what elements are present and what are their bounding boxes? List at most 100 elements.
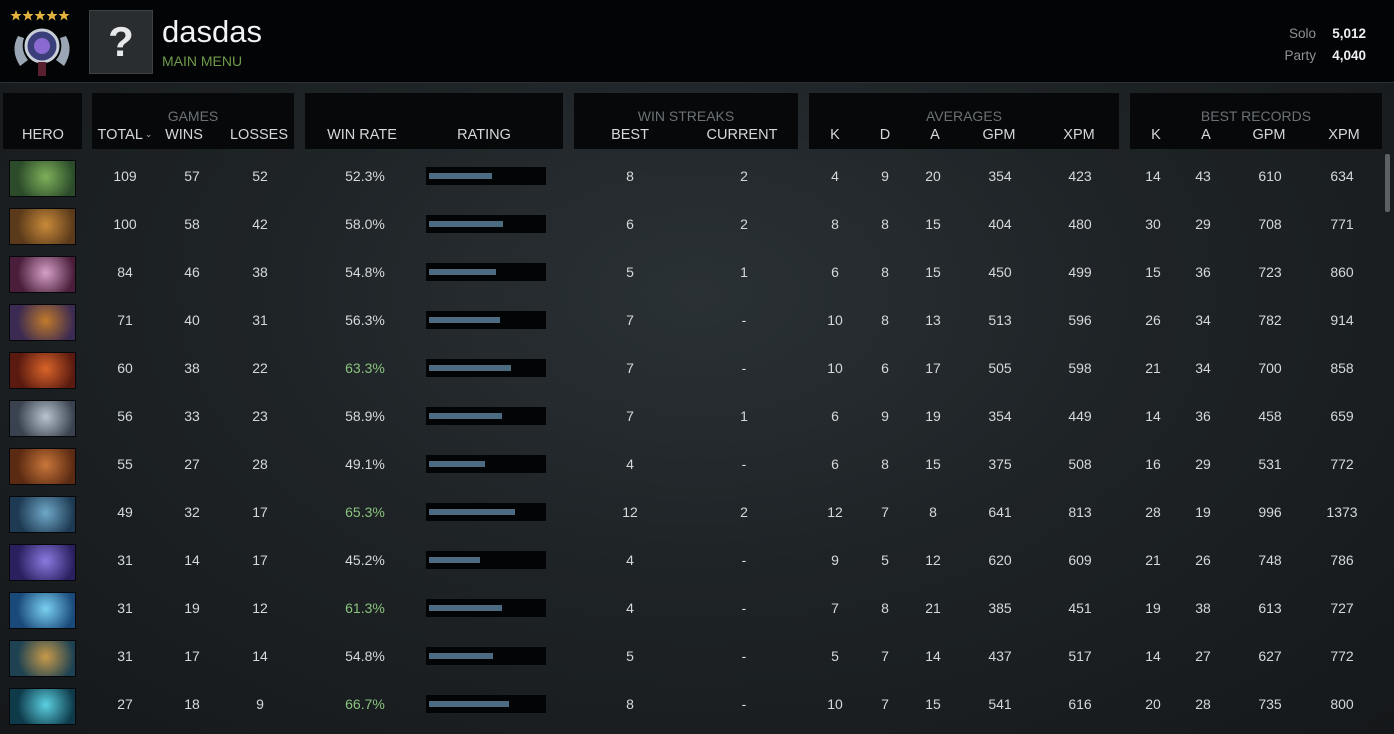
main-menu-link[interactable]: MAIN MENU <box>162 53 243 69</box>
col-rating-header[interactable]: RATING <box>457 127 511 143</box>
player-name: dasdas <box>162 14 262 49</box>
col-best-streak-header[interactable]: BEST <box>611 127 649 143</box>
cell-avg-k: 6 <box>831 264 839 280</box>
cell-win-rate: 49.1% <box>345 456 385 472</box>
col-avg-a-header[interactable]: A <box>930 127 940 143</box>
cell-best-k: 14 <box>1145 408 1161 424</box>
cell-avg-a: 15 <box>925 696 941 712</box>
col-avg-k-header[interactable]: K <box>830 127 840 143</box>
cell-best-gpm: 613 <box>1258 600 1282 616</box>
mmr-summary: Solo 5,012 Party 4,040 <box>1284 22 1366 66</box>
cell-current-streak: 2 <box>740 216 748 232</box>
mmr-solo-row: Solo 5,012 <box>1284 22 1366 44</box>
table-scrollbar[interactable] <box>1385 154 1390 212</box>
cell-best-a: 36 <box>1195 264 1211 280</box>
cell-losses: 31 <box>252 312 268 328</box>
hero-portrait[interactable] <box>9 256 76 293</box>
cell-best-xpm: 800 <box>1330 696 1354 712</box>
mmr-party-row: Party 4,040 <box>1284 44 1366 66</box>
col-avg-gpm-header[interactable]: GPM <box>982 127 1016 143</box>
cell-best-streak: 4 <box>626 456 634 472</box>
rating-bar <box>426 215 546 233</box>
hero-portrait[interactable] <box>9 640 76 677</box>
table-row[interactable]: 31 17 14 54.8% 5 - 5 7 14 437 517 14 27 627 772 <box>0 632 1380 680</box>
player-avatar[interactable]: ? <box>89 10 153 74</box>
cell-win-rate: 66.7% <box>345 696 385 712</box>
hero-portrait[interactable] <box>9 448 76 485</box>
rating-bar <box>426 311 546 329</box>
cell-best-a: 27 <box>1195 648 1211 664</box>
cell-best-k: 19 <box>1145 600 1161 616</box>
cell-wins: 38 <box>184 360 200 376</box>
cell-avg-k: 5 <box>831 648 839 664</box>
col-total-header[interactable]: TOTAL ⌄ <box>93 127 157 143</box>
col-current-streak-header[interactable]: CURRENT <box>706 127 778 143</box>
cell-losses: 12 <box>252 600 268 616</box>
hero-portrait[interactable] <box>9 352 76 389</box>
cell-best-gpm: 996 <box>1258 504 1282 520</box>
cell-avg-gpm: 641 <box>988 504 1012 520</box>
cell-best-streak: 7 <box>626 408 634 424</box>
cell-wins: 19 <box>184 600 200 616</box>
col-best-xpm-header[interactable]: XPM <box>1328 127 1360 143</box>
table-row[interactable]: 56 33 23 58.9% 7 1 6 9 19 354 449 14 36 458 659 <box>0 392 1380 440</box>
cell-best-gpm: 700 <box>1258 360 1282 376</box>
cell-best-gpm: 458 <box>1258 408 1282 424</box>
cell-avg-gpm: 505 <box>988 360 1012 376</box>
cell-best-streak: 7 <box>626 360 634 376</box>
cell-current-streak: - <box>741 552 747 568</box>
hero-portrait[interactable] <box>9 592 76 629</box>
cell-best-xpm: 786 <box>1330 552 1354 568</box>
cell-best-a: 26 <box>1195 552 1211 568</box>
cell-avg-xpm: 480 <box>1068 216 1092 232</box>
hero-portrait[interactable] <box>9 688 76 725</box>
cell-best-xpm: 634 <box>1330 168 1354 184</box>
col-avg-xpm-header[interactable]: XPM <box>1063 127 1095 143</box>
table-row[interactable]: 31 14 17 45.2% 4 - 9 5 12 620 609 21 26 748 786 <box>0 536 1380 584</box>
hero-portrait[interactable] <box>9 400 76 437</box>
cell-best-a: 29 <box>1195 456 1211 472</box>
table-row[interactable]: 31 19 12 61.3% 4 - 7 8 21 385 451 19 38 613 727 <box>0 584 1380 632</box>
hero-portrait[interactable] <box>9 304 76 341</box>
col-losses-header[interactable]: LOSSES <box>229 127 289 143</box>
table-row[interactable]: 60 38 22 63.3% 7 - 10 6 17 505 598 21 34 700 858 <box>0 344 1380 392</box>
col-wins-header[interactable]: WINS <box>165 127 203 143</box>
mmr-solo-value: 5,012 <box>1332 25 1366 41</box>
cell-best-streak: 4 <box>626 552 634 568</box>
col-best-gpm-header[interactable]: GPM <box>1252 127 1286 143</box>
cell-best-xpm: 858 <box>1330 360 1354 376</box>
table-row[interactable]: 27 18 9 66.7% 8 - 10 7 15 541 616 20 28 735 800 <box>0 680 1380 728</box>
games-group-title: GAMES <box>167 108 219 124</box>
hero-portrait[interactable] <box>9 208 76 245</box>
cell-losses: 38 <box>252 264 268 280</box>
cell-best-a: 38 <box>1195 600 1211 616</box>
rating-bar <box>426 359 546 377</box>
cell-total: 31 <box>117 648 133 664</box>
rating-bar-fill <box>429 269 496 275</box>
rating-bar-fill <box>429 509 515 515</box>
col-win-rate-header[interactable]: WIN RATE <box>327 127 397 143</box>
hero-portrait[interactable] <box>9 496 76 533</box>
col-best-k-header[interactable]: K <box>1151 127 1161 143</box>
col-hero-header[interactable]: HERO <box>22 127 64 143</box>
cell-best-streak: 5 <box>626 264 634 280</box>
table-row[interactable]: 100 58 42 58.0% 6 2 8 8 15 404 480 30 29 708 771 <box>0 200 1380 248</box>
cell-avg-gpm: 354 <box>988 168 1012 184</box>
table-row[interactable]: 109 57 52 52.3% 8 2 4 9 20 354 423 14 43 610 634 <box>0 152 1380 200</box>
cell-total: 84 <box>117 264 133 280</box>
avatar-placeholder: ? <box>108 18 134 65</box>
col-best-a-header[interactable]: A <box>1201 127 1211 143</box>
cell-losses: 17 <box>252 504 268 520</box>
hero-portrait[interactable] <box>9 544 76 581</box>
col-avg-d-header[interactable]: D <box>879 127 891 143</box>
table-row[interactable]: 55 27 28 49.1% 4 - 6 8 15 375 508 16 29 531 772 <box>0 440 1380 488</box>
cell-avg-d: 8 <box>881 264 889 280</box>
table-row[interactable]: 49 32 17 65.3% 12 2 12 7 8 641 813 28 19 996 1373 <box>0 488 1380 536</box>
cell-best-k: 20 <box>1145 696 1161 712</box>
cell-avg-d: 8 <box>881 456 889 472</box>
cell-best-streak: 7 <box>626 312 634 328</box>
hero-portrait[interactable] <box>9 160 76 197</box>
table-row[interactable]: 71 40 31 56.3% 7 - 10 8 13 513 596 26 34 782 914 <box>0 296 1380 344</box>
cell-current-streak: 1 <box>740 264 748 280</box>
table-row[interactable]: 84 46 38 54.8% 5 1 6 8 15 450 499 15 36 723 860 <box>0 248 1380 296</box>
